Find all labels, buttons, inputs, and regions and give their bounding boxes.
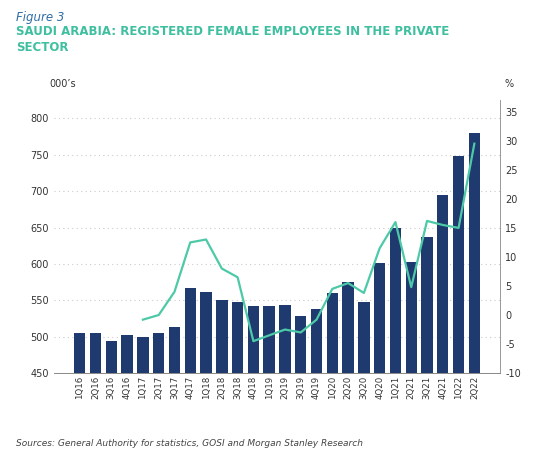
Bar <box>406 262 417 455</box>
Bar <box>105 341 117 455</box>
Bar <box>327 293 338 455</box>
Bar <box>342 282 354 455</box>
Bar <box>264 306 275 455</box>
Bar <box>247 306 259 455</box>
Bar <box>74 333 86 455</box>
Bar <box>469 133 480 455</box>
Bar <box>216 300 228 455</box>
Bar <box>437 195 449 455</box>
Text: 000’s: 000’s <box>49 79 76 89</box>
Bar <box>453 156 464 455</box>
Bar <box>90 333 101 455</box>
Bar <box>358 302 370 455</box>
Text: SECTOR: SECTOR <box>16 41 69 54</box>
Bar <box>185 288 196 455</box>
Bar <box>374 263 385 455</box>
Bar <box>232 302 243 455</box>
Bar <box>279 305 291 455</box>
Text: Sources: General Authority for statistics, GOSI and Morgan Stanley Research: Sources: General Authority for statistic… <box>16 439 363 448</box>
Bar <box>122 334 133 455</box>
Text: SAUDI ARABIA: REGISTERED FEMALE EMPLOYEES IN THE PRIVATE: SAUDI ARABIA: REGISTERED FEMALE EMPLOYEE… <box>16 25 449 38</box>
Text: Figure 3: Figure 3 <box>16 11 65 25</box>
Bar <box>137 338 148 455</box>
Bar <box>311 309 322 455</box>
Bar <box>153 333 165 455</box>
Bar <box>200 292 212 455</box>
Bar <box>390 228 401 455</box>
Bar <box>169 327 180 455</box>
Bar <box>421 237 433 455</box>
Text: %: % <box>505 79 514 89</box>
Bar <box>295 316 307 455</box>
